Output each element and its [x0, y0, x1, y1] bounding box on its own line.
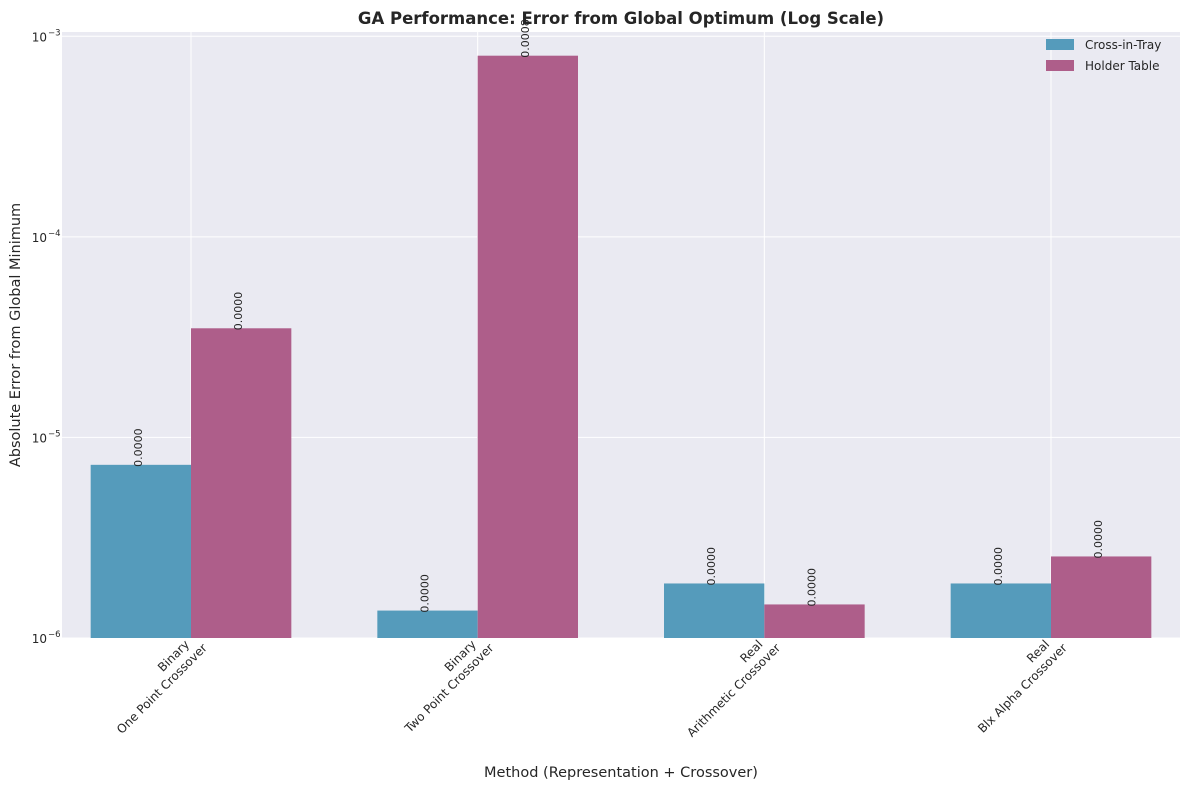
y-tick-exponent: −6 [48, 630, 61, 640]
bars [90, 55, 1152, 639]
y-tick-label: 10 [32, 231, 47, 245]
bar-value-label: 0.0000 [232, 292, 245, 331]
chart-title: GA Performance: Error from Global Optimu… [358, 9, 884, 28]
y-axis-label: Absolute Error from Global Minimum [8, 203, 24, 467]
y-tick-exponent: −5 [48, 429, 61, 439]
bar-value-label: 0.0000 [419, 574, 432, 613]
legend: Cross-in-Tray Holder Table [1046, 38, 1161, 73]
bar [764, 604, 865, 638]
y-tick-exponent: −4 [48, 229, 61, 239]
bar-value-label: 0.0000 [1092, 520, 1105, 559]
bar-labels: 0.0000 0.0000 0.0000 0.0008 0.0000 0.0000 0.00… [132, 19, 1105, 612]
legend-swatch [1046, 39, 1074, 50]
bar [1051, 556, 1152, 638]
bar-value-label: 0.0000 [132, 428, 145, 467]
legend-swatch [1046, 60, 1074, 71]
bar [477, 55, 578, 639]
bar-value-label: 0.0008 [519, 19, 532, 58]
y-tick-label: 10 [32, 431, 47, 445]
y-tick-label: 10 [32, 30, 47, 44]
bar [950, 583, 1051, 638]
bar-value-label: 0.0000 [705, 547, 718, 586]
bar [90, 464, 191, 638]
legend-entry: Cross-in-Tray [1085, 38, 1161, 52]
x-tick-crossover: Arithmetic Crossover [684, 641, 783, 740]
legend-entry: Holder Table [1085, 59, 1159, 73]
bar [191, 328, 292, 638]
y-tick-label: 10 [32, 632, 47, 646]
bar-value-label: 0.0000 [992, 547, 1005, 585]
x-tick-crossover: Two Point Crossover [401, 641, 496, 736]
x-axis-label: Method (Representation + Crossover) [484, 765, 758, 781]
y-axis-ticks: 10−610−510−410−3 [32, 28, 61, 646]
bar-value-label: 0.0000 [806, 568, 819, 607]
y-tick-exponent: −3 [48, 28, 61, 38]
bar [664, 583, 765, 638]
x-tick-crossover: One Point Crossover [114, 641, 210, 737]
x-tick-crossover: Blx Alpha Crossover [975, 641, 1070, 736]
bar [377, 610, 478, 638]
